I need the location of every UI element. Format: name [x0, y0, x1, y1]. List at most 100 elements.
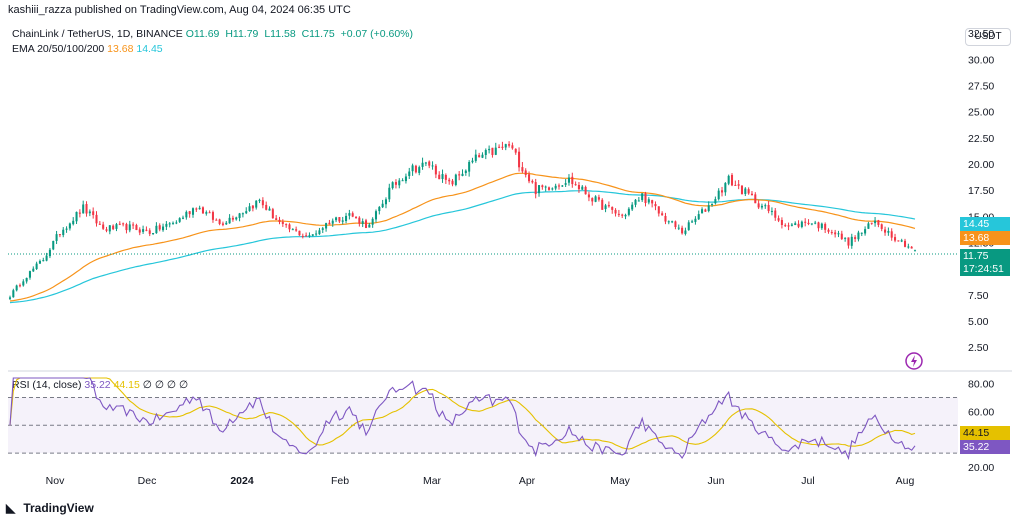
candle-body — [724, 183, 727, 193]
candle-body — [301, 235, 304, 237]
candle-body — [614, 209, 617, 214]
price-axis: 32.5030.0027.5025.0022.5020.0017.5015.00… — [968, 28, 994, 354]
candle-body — [547, 187, 551, 190]
candle-body — [68, 223, 71, 229]
candle-body — [647, 199, 650, 203]
candle-body — [504, 144, 507, 148]
candle-body — [854, 237, 857, 239]
rsi-path — [9, 377, 916, 461]
time-tick-6: May — [610, 475, 631, 487]
candle-body — [408, 171, 411, 176]
candle-body — [827, 229, 830, 232]
price-tick-2: 27.50 — [968, 81, 994, 93]
candle-body — [627, 208, 630, 215]
candle-body — [158, 225, 161, 230]
candle-body — [384, 199, 388, 205]
candle-body — [205, 212, 208, 214]
ema-legend: EMA 20/50/100/200 13.68 14.45 — [12, 43, 163, 55]
candle-body — [820, 223, 823, 229]
candle-body — [894, 237, 897, 241]
candle-body — [195, 208, 198, 210]
candle-body — [488, 148, 491, 151]
candle-body — [28, 271, 31, 278]
rsi-ma-tag: 44.15 — [960, 426, 1010, 440]
candle-body — [351, 213, 354, 217]
candle-body — [498, 146, 501, 148]
candle-body — [757, 203, 760, 208]
candle-body — [777, 218, 780, 221]
candle-body — [601, 199, 604, 210]
rsi-tick-3: 20.00 — [968, 462, 994, 474]
candle-body — [394, 182, 397, 185]
candle-body — [780, 219, 783, 226]
lightning-icon[interactable] — [905, 352, 923, 370]
candle-body — [22, 281, 25, 286]
candle-body — [105, 229, 108, 231]
candle-body — [814, 222, 817, 224]
candle-body — [268, 208, 271, 211]
candle-body — [681, 227, 684, 234]
legend-close: C11.75 — [301, 28, 335, 40]
candle-body — [398, 180, 401, 186]
candle-body — [484, 149, 487, 156]
candle-body — [687, 222, 690, 230]
time-tick-7: Jun — [708, 475, 725, 487]
ema-slow-tag: 14.45 — [960, 217, 1010, 231]
candle-body — [794, 223, 797, 226]
candle-body — [787, 225, 790, 227]
currency-button[interactable]: USDT — [965, 28, 1011, 46]
rsi-label: RSI (14, close) — [12, 379, 82, 391]
candle-body — [850, 236, 853, 246]
candle-body — [421, 162, 424, 167]
candle-body — [75, 211, 78, 222]
candle-body — [910, 246, 913, 249]
candle-body — [767, 204, 770, 212]
candle-body — [265, 204, 268, 210]
candle-body — [108, 225, 111, 232]
candle-body — [88, 211, 91, 214]
candle-body — [175, 222, 178, 224]
candle-body — [617, 213, 620, 215]
candle-body — [441, 174, 444, 179]
candle-body — [122, 223, 125, 225]
candle-body — [597, 197, 600, 200]
candle-body — [32, 268, 35, 272]
price-tick-1: 30.00 — [968, 54, 994, 66]
candle-body — [188, 211, 191, 215]
time-tick-2: 2024 — [230, 475, 254, 487]
rsi-empty-values: ∅ ∅ ∅ ∅ — [142, 379, 189, 391]
candle-body — [697, 214, 700, 220]
candle-body — [55, 234, 58, 241]
rsi-tag: 35.22 — [960, 440, 1010, 454]
candle-body — [468, 161, 471, 172]
candle-body — [305, 235, 308, 237]
candle-body — [102, 224, 105, 229]
candle-body — [112, 225, 115, 230]
candle-body — [148, 230, 151, 234]
candle-body — [607, 205, 610, 207]
candle-body — [837, 233, 840, 235]
candle-body — [691, 221, 694, 223]
candle-body — [298, 230, 301, 236]
candle-body — [554, 185, 557, 189]
candle-body — [474, 154, 477, 161]
ema-value-fast: 13.68 — [107, 43, 134, 55]
candle-body — [621, 214, 624, 216]
candle-body — [770, 210, 773, 212]
candle-body — [245, 211, 248, 214]
candle-body — [747, 189, 750, 194]
candle-body — [754, 194, 757, 204]
countdown-tag: 17:24:51 — [960, 262, 1010, 276]
candle-body — [335, 217, 338, 221]
price-tick-11: 5.00 — [968, 316, 989, 328]
candle-body — [667, 221, 670, 223]
candle-body — [471, 160, 474, 163]
candle-body — [288, 224, 291, 230]
candle-body — [491, 147, 494, 156]
candle-body — [361, 221, 364, 225]
candle-body — [311, 234, 314, 236]
candle-body — [684, 230, 687, 234]
candle-body — [168, 223, 171, 225]
candle-body — [434, 165, 437, 175]
